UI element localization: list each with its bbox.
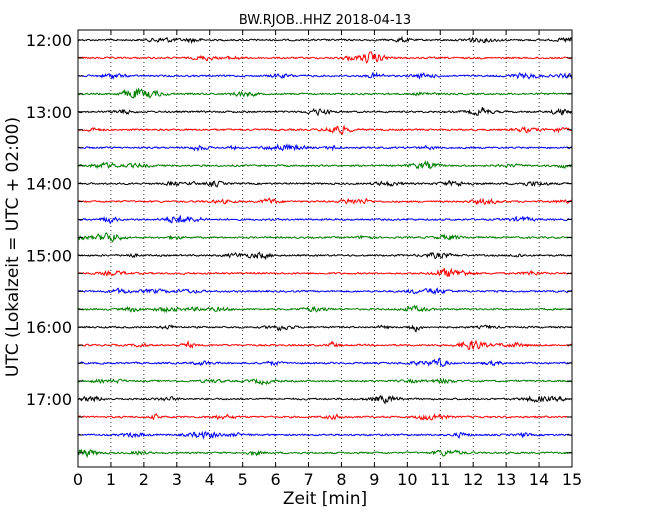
trace-1515: [77, 267, 573, 277]
trace-1315: [77, 124, 573, 135]
trace-1530: [77, 287, 573, 296]
y-tick-label-1600: 16:00: [26, 318, 72, 337]
trace-1300: [77, 107, 573, 117]
trace-1215: [77, 51, 573, 64]
trace-1700: [77, 394, 573, 405]
x-tick-label-13: 13: [496, 470, 516, 489]
trace-1715: [77, 412, 573, 421]
x-tick-label-12: 12: [463, 470, 483, 489]
plot-area-frame: [77, 29, 573, 468]
x-tick-label-5: 5: [238, 470, 248, 489]
trace-1600: [77, 324, 573, 333]
trace-1545: [77, 304, 573, 314]
x-tick-label-6: 6: [271, 470, 281, 489]
trace-1630: [77, 357, 573, 368]
trace-1400: [77, 179, 573, 188]
trace-1230: [77, 71, 573, 80]
trace-1245: [77, 88, 573, 99]
trace-1415: [77, 197, 573, 206]
grid-lines: [110, 30, 540, 467]
x-tick-label-9: 9: [369, 470, 379, 489]
x-tick-label-11: 11: [430, 470, 450, 489]
chart-title: BW.RJOB..HHZ 2018-04-13: [239, 13, 411, 28]
y-tick-label-1500: 15:00: [26, 246, 72, 265]
x-tick-label-3: 3: [172, 470, 182, 489]
x-tick-label-10: 10: [397, 470, 417, 489]
trace-1615: [77, 339, 573, 351]
x-tick-label-14: 14: [529, 470, 549, 489]
trace-1730: [77, 430, 573, 440]
x-tick-label-7: 7: [303, 470, 313, 489]
trace-group: [77, 35, 573, 459]
trace-1345: [77, 160, 573, 170]
axis-ticks: 0 1 2 3 4 5 6 7 8 9 10 11 12 13 14 1512:0013:0014:0015:…: [26, 30, 582, 489]
y-axis-label: UTC (Lokalzeit = UTC + 02:00): [3, 117, 23, 377]
x-tick-label-4: 4: [205, 470, 215, 489]
trace-1330: [77, 143, 573, 152]
x-tick-label-15: 15: [562, 470, 582, 489]
x-tick-label-0: 0: [73, 470, 83, 489]
trace-1645: [77, 377, 573, 386]
trace-1430: [77, 215, 573, 225]
x-tick-label-1: 1: [106, 470, 116, 489]
trace-1445: [77, 232, 573, 243]
x-axis-label: Zeit [min]: [283, 489, 367, 509]
trace-1745: [77, 448, 573, 459]
x-tick-label-8: 8: [336, 470, 346, 489]
trace-1500: [77, 251, 573, 261]
trace-1200: [77, 35, 573, 45]
y-tick-label-1300: 13:00: [26, 103, 72, 122]
y-tick-label-1200: 12:00: [26, 31, 72, 50]
y-tick-label-1700: 17:00: [26, 390, 72, 409]
y-tick-label-1400: 14:00: [26, 175, 72, 194]
x-tick-label-2: 2: [139, 470, 149, 489]
